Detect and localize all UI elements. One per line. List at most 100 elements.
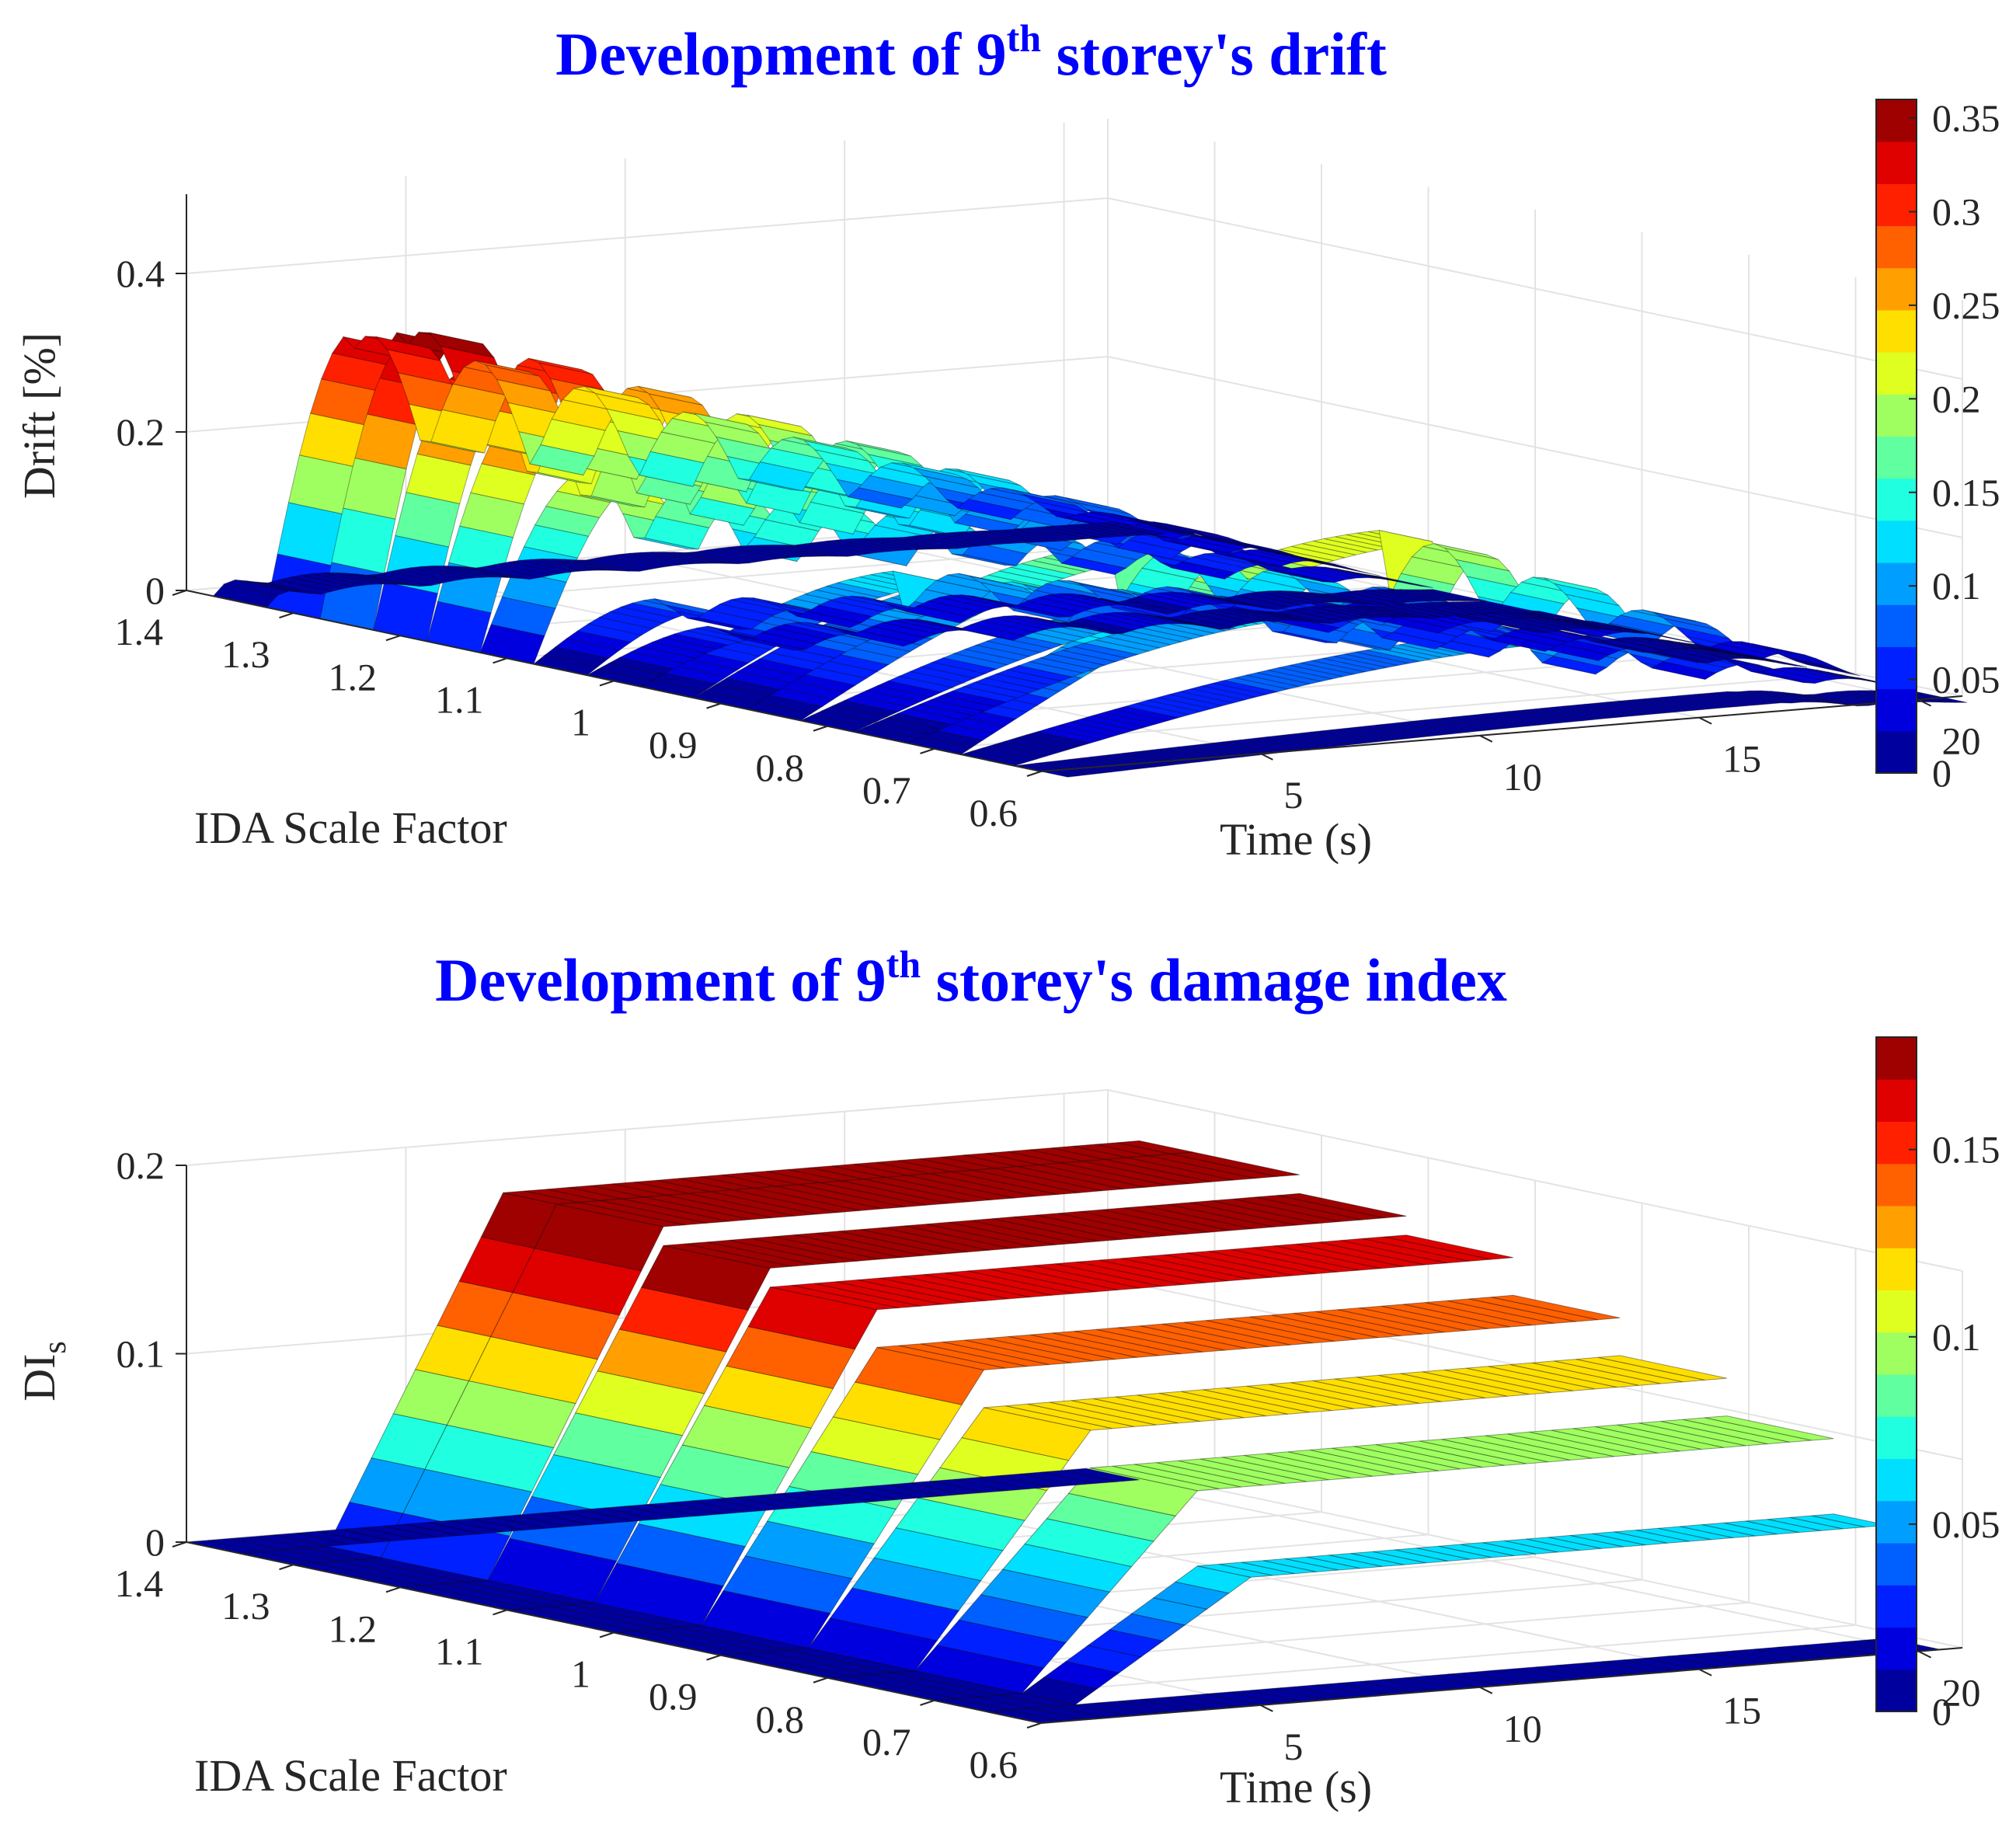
x-axis-label: IDA Scale Factor — [194, 803, 507, 853]
y-tick-mark — [1259, 753, 1273, 761]
colorbar: 0 0.05 0.1 0.15 0.2 0.25 0.3 0.35 — [1875, 96, 2000, 795]
x-tick-label: 1 — [571, 1652, 590, 1696]
x-tick-label: 1.3 — [221, 1584, 270, 1628]
colorbar-swatch — [1876, 436, 1917, 479]
colorbar-swatch — [1876, 478, 1917, 521]
z-tick-label: 0 — [145, 569, 165, 612]
colorbar-tick-label: 0.05 — [1932, 1502, 2000, 1546]
x-tick-mark — [493, 1609, 507, 1616]
surface-patch — [1475, 601, 1541, 614]
colorbar-tick-label: 0.2 — [1932, 377, 1981, 420]
colorbar-swatch — [1876, 1290, 1917, 1333]
x-axis-label: IDA Scale Factor — [194, 1750, 507, 1801]
surface-patch — [1277, 1193, 1407, 1219]
x-tick-mark — [920, 747, 935, 754]
surface-patch — [1064, 1468, 1140, 1482]
colorbar-swatch — [1876, 352, 1917, 395]
y-tick-label: 20 — [1942, 719, 1981, 763]
colorbar-frame — [1875, 1036, 1917, 1712]
colorbar-tick-label: 0.05 — [1932, 658, 2000, 702]
colorbar-swatch — [1876, 309, 1917, 353]
colorbar-swatch — [1876, 562, 1917, 605]
y-axis-label: Time (s) — [1220, 814, 1372, 865]
z-label-sub: s — [37, 1341, 73, 1353]
surface-patch — [1422, 589, 1487, 602]
colorbar-swatch — [1876, 1458, 1917, 1502]
colorbar-swatch — [1876, 267, 1917, 311]
surface-patch — [1704, 1415, 1834, 1441]
surface-patch — [1314, 562, 1381, 576]
colorbar-tick-label: 0.15 — [1932, 1128, 2000, 1172]
colorbar-swatch — [1876, 1374, 1917, 1417]
colorbar-swatch — [1876, 1500, 1917, 1544]
surface-patch — [1491, 1294, 1621, 1321]
surface-patch — [1689, 643, 1754, 656]
colorbar-tick-label: 0 — [1932, 1690, 1952, 1733]
colorbar-swatch — [1876, 730, 1917, 774]
z-tick-label: 0.2 — [117, 1144, 165, 1187]
x-tick-mark — [813, 725, 828, 732]
y-tick-label: 20 — [1942, 1671, 1981, 1715]
colorbar-tick-label: 0.3 — [1932, 190, 1981, 234]
chart-title: Development of 9th storey's damage index — [435, 942, 1507, 1014]
x-tick-label: 1.2 — [329, 1607, 378, 1650]
surface-patch — [1384, 1234, 1513, 1260]
x-tick-label: 0.7 — [862, 1720, 911, 1764]
y-tick-mark — [1918, 698, 1931, 707]
x-tick-label: 1.1 — [435, 1629, 484, 1673]
x-tick-label: 1.4 — [115, 1562, 164, 1605]
z-tick-label: 0 — [145, 1520, 165, 1564]
y-tick-label: 10 — [1503, 755, 1542, 799]
title-superscript: th — [886, 942, 921, 986]
title-superscript: th — [1007, 16, 1042, 60]
x-tick-label: 1.2 — [329, 655, 378, 698]
colorbar-swatch — [1876, 1543, 1917, 1586]
colorbar-swatch — [1876, 520, 1917, 563]
colorbar: 0 0.05 0.1 0.15 — [1875, 1036, 2000, 1733]
title-text: Development of 9 — [435, 946, 886, 1014]
colorbar-swatch — [1876, 394, 1917, 437]
surface-patch — [1795, 660, 1861, 677]
title-text: Development of 9 — [555, 20, 1007, 88]
z-tick-label: 0.4 — [117, 252, 165, 295]
colorbar-frame — [1875, 99, 1917, 774]
colorbar-swatch — [1876, 1627, 1917, 1670]
x-tick-mark — [493, 657, 507, 664]
colorbar-swatch — [1876, 1079, 1917, 1122]
x-tick-label: 0.7 — [862, 768, 911, 812]
colorbar-swatch — [1876, 688, 1917, 732]
colorbar-swatch — [1876, 1669, 1917, 1712]
x-tick-mark — [279, 1564, 294, 1571]
colorbar-tick-label: 0.15 — [1932, 471, 2000, 514]
y-tick-mark — [1259, 1704, 1273, 1712]
colorbar-swatch — [1876, 141, 1917, 184]
colorbar-swatch — [1876, 604, 1917, 647]
y-tick-mark — [1479, 734, 1493, 743]
x-tick-mark — [1026, 1722, 1042, 1729]
x-tick-label: 0.9 — [649, 723, 698, 767]
colorbar-swatch — [1876, 99, 1917, 142]
x-tick-label: 1.1 — [435, 677, 484, 721]
x-tick-mark — [385, 635, 401, 642]
colorbar-swatch — [1876, 1416, 1917, 1459]
x-tick-mark — [706, 1654, 721, 1661]
surface-patch — [1154, 527, 1220, 541]
y-tick-mark — [1698, 716, 1712, 725]
y-axis-line — [1040, 1647, 1963, 1724]
chart-title: Development of 9th storey's drift — [555, 16, 1387, 88]
colorbar-swatch — [1876, 1121, 1917, 1165]
colorbar-swatch — [1876, 183, 1917, 227]
title-text-end: storey's damage index — [921, 946, 1507, 1014]
x-tick-label: 1 — [571, 701, 590, 744]
colorbar-swatch — [1876, 1248, 1917, 1290]
z-tick-label: 0.2 — [117, 410, 165, 454]
colorbar-tick-label: 0.1 — [1932, 564, 1981, 608]
colorbar-swatch — [1876, 1037, 1917, 1080]
z-label-base: DI — [14, 1354, 64, 1401]
title-text-end: storey's drift — [1041, 20, 1387, 88]
colorbar-swatch — [1876, 1332, 1917, 1375]
x-tick-label: 0.8 — [756, 746, 805, 789]
x-tick-mark — [813, 1677, 828, 1683]
surface-patch — [1262, 549, 1327, 565]
